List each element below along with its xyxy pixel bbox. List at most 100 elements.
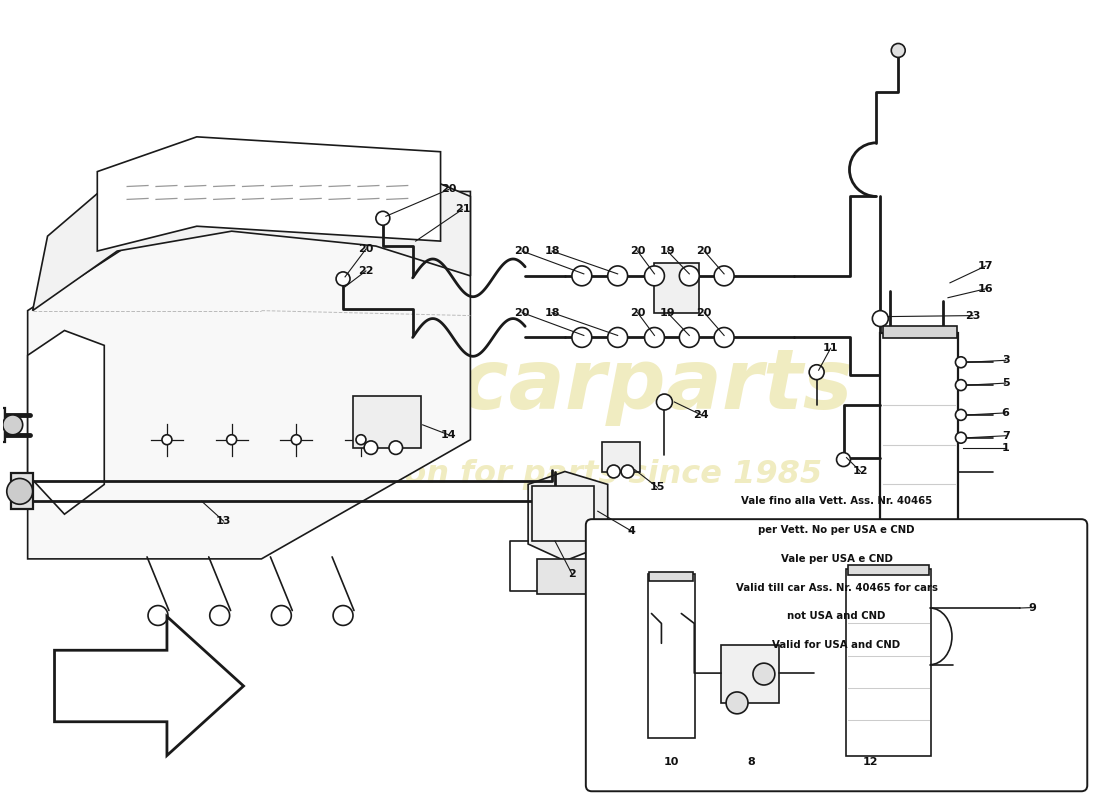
Circle shape — [607, 266, 628, 286]
Circle shape — [389, 441, 403, 454]
Bar — [722, 646, 779, 703]
Circle shape — [364, 441, 377, 454]
Text: 8: 8 — [747, 758, 755, 767]
Circle shape — [162, 434, 172, 445]
Circle shape — [726, 692, 748, 714]
Circle shape — [621, 465, 634, 478]
Text: 18: 18 — [544, 246, 560, 256]
Text: 18: 18 — [544, 308, 560, 318]
Text: 23: 23 — [965, 310, 980, 321]
Bar — [880, 334, 958, 524]
Text: 20: 20 — [696, 246, 712, 256]
Circle shape — [956, 357, 967, 368]
Circle shape — [148, 606, 168, 626]
Text: per Vett. No per USA e CND: per Vett. No per USA e CND — [758, 525, 915, 535]
Circle shape — [836, 453, 850, 466]
Text: 11: 11 — [823, 343, 838, 354]
Text: Vale per USA e CND: Vale per USA e CND — [781, 554, 892, 564]
Text: 12: 12 — [862, 758, 878, 767]
Circle shape — [645, 327, 664, 347]
Text: a passion for parts since 1985: a passion for parts since 1985 — [278, 459, 822, 490]
Text: not USA and CND: not USA and CND — [788, 611, 886, 622]
Circle shape — [333, 606, 353, 626]
Polygon shape — [28, 330, 105, 514]
Text: 3: 3 — [1002, 355, 1010, 366]
Bar — [0, 408, 4, 442]
Circle shape — [657, 394, 672, 410]
Text: 20: 20 — [515, 246, 530, 256]
Bar — [532, 486, 594, 541]
Text: 9: 9 — [1028, 602, 1036, 613]
Text: 7: 7 — [1002, 430, 1010, 441]
Circle shape — [714, 327, 734, 347]
Circle shape — [607, 465, 620, 478]
Text: Valid for USA and CND: Valid for USA and CND — [772, 640, 901, 650]
Circle shape — [227, 434, 236, 445]
Circle shape — [210, 606, 230, 626]
Circle shape — [680, 266, 700, 286]
Circle shape — [956, 432, 967, 443]
Bar — [883, 326, 957, 338]
Text: 20: 20 — [630, 246, 646, 256]
Circle shape — [872, 310, 889, 326]
FancyBboxPatch shape — [586, 519, 1087, 791]
Bar — [649, 572, 693, 581]
Circle shape — [645, 266, 664, 286]
Text: 20: 20 — [441, 185, 456, 194]
Text: 17: 17 — [978, 261, 993, 271]
Polygon shape — [28, 191, 471, 559]
Bar — [848, 565, 930, 574]
Circle shape — [7, 478, 33, 504]
Text: 20: 20 — [515, 308, 530, 318]
Text: 14: 14 — [441, 430, 456, 440]
Text: 10: 10 — [663, 758, 679, 767]
Text: Vale fino alla Vett. Ass. Nr. 40465: Vale fino alla Vett. Ass. Nr. 40465 — [741, 496, 932, 506]
Text: 20: 20 — [630, 308, 646, 318]
Text: 5: 5 — [1002, 378, 1010, 388]
Bar — [537, 559, 586, 594]
Circle shape — [680, 327, 700, 347]
Text: 12: 12 — [852, 466, 868, 477]
Circle shape — [272, 606, 292, 626]
Text: 19: 19 — [660, 308, 675, 318]
Polygon shape — [528, 471, 607, 561]
Circle shape — [337, 272, 350, 286]
Bar — [353, 396, 420, 448]
Text: 1: 1 — [1002, 442, 1010, 453]
Text: 4: 4 — [628, 526, 636, 536]
Bar — [602, 442, 639, 471]
Bar — [847, 569, 931, 755]
Text: 20: 20 — [359, 244, 374, 254]
Text: 22: 22 — [359, 266, 374, 276]
Polygon shape — [97, 137, 441, 251]
Circle shape — [572, 327, 592, 347]
Circle shape — [956, 380, 967, 390]
Text: 21: 21 — [454, 204, 470, 214]
Circle shape — [572, 266, 592, 286]
Circle shape — [607, 327, 628, 347]
Circle shape — [956, 410, 967, 420]
Text: 15: 15 — [650, 482, 666, 492]
Text: 2: 2 — [568, 569, 575, 578]
Text: 13: 13 — [216, 516, 231, 526]
Text: 24: 24 — [693, 410, 710, 420]
Text: Valid till car Ass. Nr. 40465 for cars: Valid till car Ass. Nr. 40465 for cars — [736, 582, 937, 593]
Circle shape — [714, 266, 734, 286]
Bar — [654, 263, 700, 313]
Circle shape — [292, 434, 301, 445]
Text: eurocarparts: eurocarparts — [246, 345, 854, 426]
Text: 6: 6 — [1002, 408, 1010, 418]
Text: 16: 16 — [978, 284, 993, 294]
Circle shape — [810, 365, 824, 380]
Circle shape — [376, 211, 389, 226]
Circle shape — [754, 663, 774, 685]
Circle shape — [356, 434, 366, 445]
Bar — [648, 574, 695, 738]
Polygon shape — [33, 142, 471, 310]
Polygon shape — [55, 617, 243, 755]
Text: 19: 19 — [660, 246, 675, 256]
Bar — [11, 474, 33, 510]
Text: 20: 20 — [696, 308, 712, 318]
Circle shape — [891, 43, 905, 58]
Circle shape — [3, 415, 23, 434]
